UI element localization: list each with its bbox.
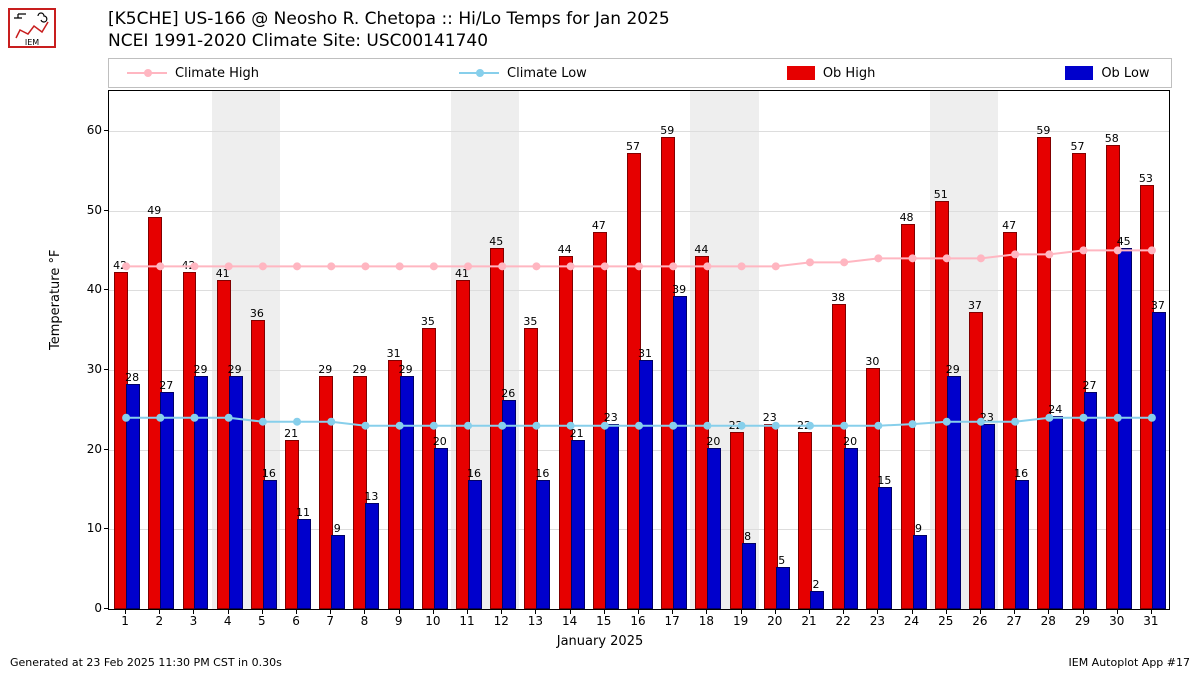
ob-high-sample (787, 66, 815, 80)
x-tick-label: 24 (904, 614, 919, 628)
ob-low-sample (1065, 66, 1093, 80)
x-tick-label: 30 (1109, 614, 1124, 628)
legend-climate-high-label: Climate High (175, 66, 259, 81)
y-tick-label: 60 (72, 123, 102, 137)
footer-app: IEM Autoplot App #17 (1069, 656, 1191, 669)
y-tick-mark (104, 210, 108, 211)
climate-low-sample (459, 66, 499, 80)
x-tick-label: 7 (326, 614, 334, 628)
x-tick-label: 20 (767, 614, 782, 628)
legend-ob-high: Ob High (787, 66, 876, 81)
x-tick-label: 31 (1143, 614, 1158, 628)
x-tick-label: 25 (938, 614, 953, 628)
x-axis-label: January 2025 (0, 634, 1200, 649)
x-tick-label: 10 (425, 614, 440, 628)
x-tick-label: 4 (224, 614, 232, 628)
x-tick-label: 17 (665, 614, 680, 628)
y-tick-label: 20 (72, 442, 102, 456)
y-tick-mark (104, 130, 108, 131)
legend-climate-high: Climate High (127, 66, 259, 81)
legend-climate-low-label: Climate Low (507, 66, 587, 81)
y-tick-label: 10 (72, 521, 102, 535)
x-tick-label: 15 (596, 614, 611, 628)
x-tick-label: 21 (801, 614, 816, 628)
footer-generated: Generated at 23 Feb 2025 11:30 PM CST in… (10, 656, 282, 669)
y-tick-label: 0 (72, 601, 102, 615)
x-tick-label: 12 (494, 614, 509, 628)
x-tick-label: 1 (121, 614, 129, 628)
x-tick-label: 8 (361, 614, 369, 628)
x-tick-label: 23 (870, 614, 885, 628)
x-tick-label: 26 (972, 614, 987, 628)
y-tick-label: 40 (72, 282, 102, 296)
legend-ob-low-label: Ob Low (1101, 66, 1149, 81)
x-tick-label: 19 (733, 614, 748, 628)
y-tick-label: 30 (72, 362, 102, 376)
y-axis-label: Temperature °F (48, 250, 63, 350)
x-tick-label: 6 (292, 614, 300, 628)
climate-lines (109, 91, 1169, 609)
x-tick-label: 3 (190, 614, 198, 628)
climate-high-sample (127, 66, 167, 80)
x-tick-label: 9 (395, 614, 403, 628)
svg-text:IEM: IEM (25, 38, 39, 47)
y-tick-mark (104, 369, 108, 370)
y-tick-mark (104, 608, 108, 609)
iem-logo: IEM (8, 8, 56, 48)
plot-area: 4228492742294129361621112992913312935204… (108, 90, 1170, 610)
x-tick-label: 16 (630, 614, 645, 628)
legend: Climate High Climate Low Ob High Ob Low (108, 58, 1172, 88)
x-tick-label: 29 (1075, 614, 1090, 628)
x-tick-label: 14 (562, 614, 577, 628)
x-tick-label: 22 (836, 614, 851, 628)
x-tick-label: 2 (155, 614, 163, 628)
title-line1: [K5CHE] US-166 @ Neosho R. Chetopa :: Hi… (108, 8, 670, 30)
x-tick-label: 13 (528, 614, 543, 628)
title-line2: NCEI 1991-2020 Climate Site: USC00141740 (108, 30, 670, 52)
page: IEM [K5CHE] US-166 @ Neosho R. Chetopa :… (0, 0, 1200, 675)
x-tick-label: 27 (1006, 614, 1021, 628)
y-tick-mark (104, 528, 108, 529)
x-tick-label: 28 (1041, 614, 1056, 628)
legend-climate-low: Climate Low (459, 66, 587, 81)
y-tick-mark (104, 289, 108, 290)
legend-ob-low: Ob Low (1065, 66, 1149, 81)
chart-title: [K5CHE] US-166 @ Neosho R. Chetopa :: Hi… (108, 8, 670, 52)
y-tick-mark (104, 449, 108, 450)
x-tick-label: 5 (258, 614, 266, 628)
y-tick-label: 50 (72, 203, 102, 217)
x-tick-label: 18 (699, 614, 714, 628)
x-tick-label: 11 (459, 614, 474, 628)
legend-ob-high-label: Ob High (823, 66, 876, 81)
